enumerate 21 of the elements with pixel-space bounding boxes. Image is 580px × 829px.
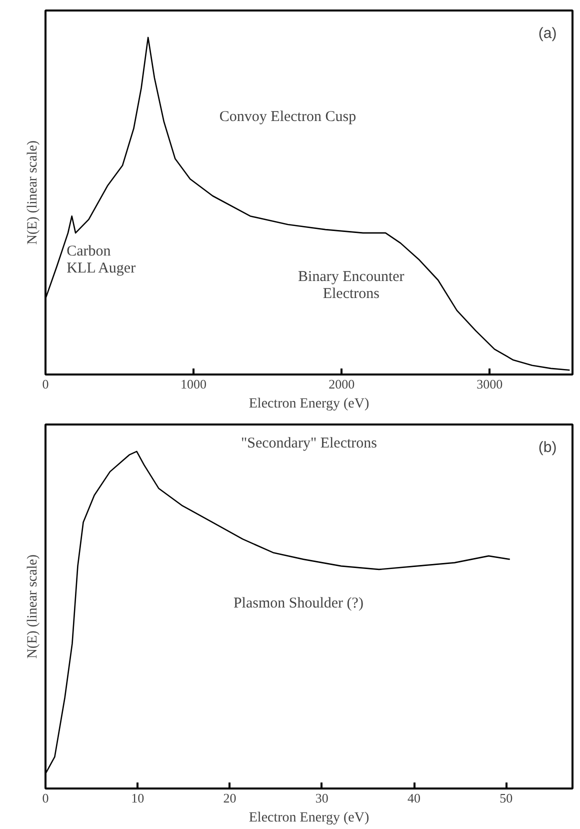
x-tick-label: 1000 [180,376,207,392]
annotation: (a) [538,25,557,42]
annotation: (b) [538,439,557,456]
x-tick-label: 0 [42,376,49,392]
x-axis-title: Electron Energy (eV) [248,810,370,826]
annotation: Binary Encounter Electrons [298,268,404,302]
x-tick-label: 3000 [476,376,503,392]
x-axis-title: Electron Energy (eV) [248,396,370,412]
x-tick-label: 50 [500,790,513,806]
text: "Secondary" Electrons [241,435,378,452]
y-axis-title: N(E) (linear scale) [26,554,40,659]
x-tick-label: 30 [315,790,328,806]
x-tick-label: 0 [42,790,49,806]
annotation: Convoy Electron Cusp [219,108,356,125]
x-tick-label: 10 [131,790,144,806]
x-tick-label: 20 [223,790,236,806]
x-tick-label: 40 [408,790,421,806]
x-tick-label: 2000 [328,376,355,392]
annotation: Carbon KLL Auger [66,243,136,276]
y-axis-title: N(E) (linear scale) [26,140,40,245]
annotation: Plasmon Shoulder (?) [233,596,364,612]
